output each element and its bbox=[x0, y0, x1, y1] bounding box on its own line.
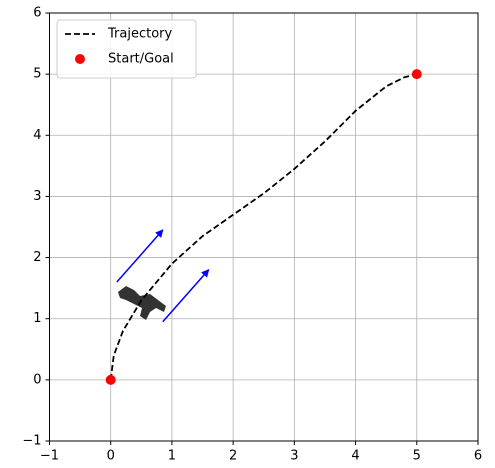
y-tick-label: 3 bbox=[33, 189, 41, 204]
x-tick-label: 0 bbox=[107, 449, 115, 464]
legend-label: Start/Goal bbox=[108, 52, 174, 67]
x-tick-label: 4 bbox=[351, 449, 359, 464]
x-tick-label: 5 bbox=[413, 449, 421, 464]
x-tick-label: 1 bbox=[168, 449, 176, 464]
point bbox=[106, 375, 116, 385]
y-tick-label: 4 bbox=[33, 128, 41, 143]
y-tick-label: −1 bbox=[22, 434, 41, 449]
y-tick-label: 6 bbox=[33, 6, 41, 21]
legend-label: Trajectory bbox=[107, 27, 172, 42]
x-tick-label: 3 bbox=[290, 449, 298, 464]
y-tick-label: 5 bbox=[33, 67, 41, 82]
y-tick-label: 2 bbox=[33, 250, 41, 265]
x-tick-label: 6 bbox=[474, 449, 482, 464]
y-tick-label: 1 bbox=[33, 311, 41, 326]
x-tick-label: 2 bbox=[229, 449, 237, 464]
chart: Trajectory Start/Goal −1 0 1 2 3 4 5 6 −1 0 1 2 3 4 5 6 bbox=[0, 0, 495, 468]
point bbox=[412, 69, 422, 79]
y-tick-label: 0 bbox=[33, 372, 41, 387]
legend-marker bbox=[75, 54, 85, 64]
legend: Trajectory Start/Goal bbox=[57, 20, 196, 78]
x-tick-label: −1 bbox=[40, 449, 59, 464]
